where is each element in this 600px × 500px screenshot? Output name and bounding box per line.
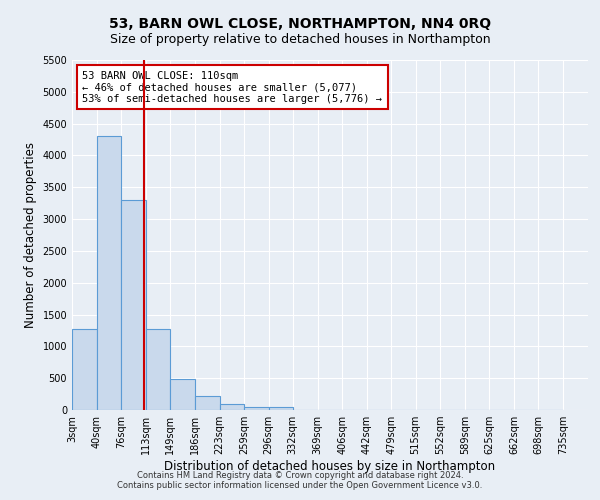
Text: Size of property relative to detached houses in Northampton: Size of property relative to detached ho… bbox=[110, 32, 490, 46]
Bar bbox=[269, 406, 293, 410]
Text: 53, BARN OWL CLOSE, NORTHAMPTON, NN4 0RQ: 53, BARN OWL CLOSE, NORTHAMPTON, NN4 0RQ bbox=[109, 18, 491, 32]
Bar bbox=[146, 329, 170, 410]
Bar bbox=[244, 406, 269, 410]
Bar bbox=[72, 329, 97, 410]
Bar bbox=[220, 404, 244, 410]
Bar bbox=[195, 396, 220, 410]
X-axis label: Distribution of detached houses by size in Northampton: Distribution of detached houses by size … bbox=[164, 460, 496, 473]
Text: Contains HM Land Registry data © Crown copyright and database right 2024.
Contai: Contains HM Land Registry data © Crown c… bbox=[118, 470, 482, 490]
Bar bbox=[97, 136, 121, 410]
Bar bbox=[170, 379, 195, 410]
Bar bbox=[121, 200, 146, 410]
Text: 53 BARN OWL CLOSE: 110sqm
← 46% of detached houses are smaller (5,077)
53% of se: 53 BARN OWL CLOSE: 110sqm ← 46% of detac… bbox=[82, 70, 382, 104]
Y-axis label: Number of detached properties: Number of detached properties bbox=[24, 142, 37, 328]
